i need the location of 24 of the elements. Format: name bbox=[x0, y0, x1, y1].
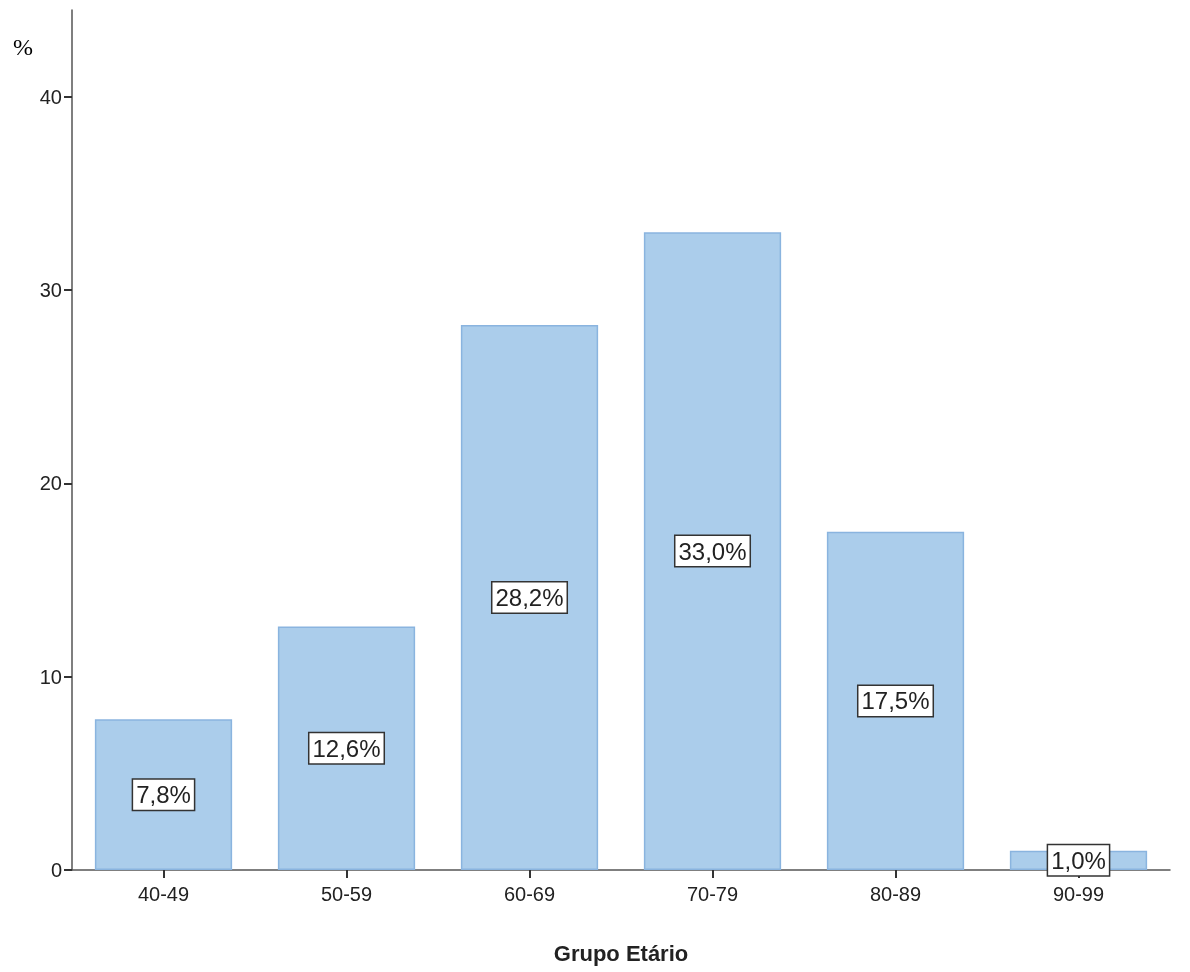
data-label: 12,6% bbox=[312, 734, 381, 762]
x-tick-label: 50-59 bbox=[320, 883, 373, 905]
y-axis-title: % bbox=[13, 34, 33, 60]
data-label: 28,2% bbox=[495, 584, 564, 612]
data-label: 17,5% bbox=[861, 687, 930, 715]
y-tick-label: 0 bbox=[50, 859, 62, 881]
bar bbox=[277, 626, 416, 870]
y-tick-label: 10 bbox=[39, 665, 62, 688]
data-label: 7,8% bbox=[136, 781, 191, 809]
x-tick-label: 40-49 bbox=[137, 883, 190, 905]
y-tick-label: 40 bbox=[39, 85, 62, 108]
x-tick-label: 90-99 bbox=[1052, 883, 1105, 905]
y-tick-label: 20 bbox=[39, 472, 62, 495]
x-tick-label: 80-89 bbox=[869, 883, 922, 905]
data-label: 1,0% bbox=[1051, 846, 1106, 874]
x-tick-label: 60-69 bbox=[503, 883, 556, 905]
data-label: 33,0% bbox=[678, 537, 747, 565]
bar bbox=[643, 232, 782, 870]
x-tick-label: 70-79 bbox=[686, 883, 739, 905]
bar bbox=[94, 719, 233, 870]
bar bbox=[826, 531, 965, 870]
x-axis-title: Grupo Etário bbox=[553, 940, 689, 966]
y-tick-label: 30 bbox=[39, 279, 62, 302]
bar bbox=[460, 325, 599, 870]
